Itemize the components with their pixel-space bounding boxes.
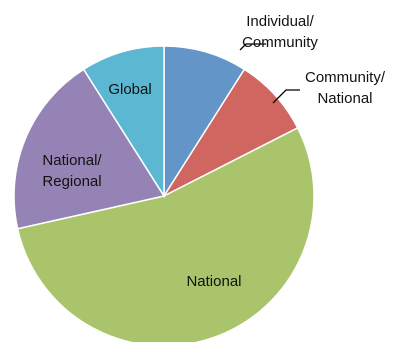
slice-label-3: National/Regional bbox=[42, 152, 102, 190]
slice-labels: Individual/Community Community/National Na… bbox=[42, 13, 385, 290]
pie-slice-2 bbox=[16, 126, 315, 342]
pie-slice-4 bbox=[82, 45, 165, 199]
slice-label-2: National bbox=[186, 273, 241, 290]
slice-label-4: Global bbox=[108, 81, 151, 98]
pie-slices bbox=[13, 45, 315, 342]
leader-line-0 bbox=[239, 43, 266, 51]
pie-slice-3 bbox=[13, 68, 166, 230]
pie-slice-0 bbox=[163, 45, 246, 199]
leader-lines bbox=[239, 43, 300, 104]
leader-line-1 bbox=[272, 89, 300, 104]
slice-label-0: Individual/Community bbox=[242, 13, 318, 51]
slice-label-1: Community/National bbox=[305, 69, 386, 107]
